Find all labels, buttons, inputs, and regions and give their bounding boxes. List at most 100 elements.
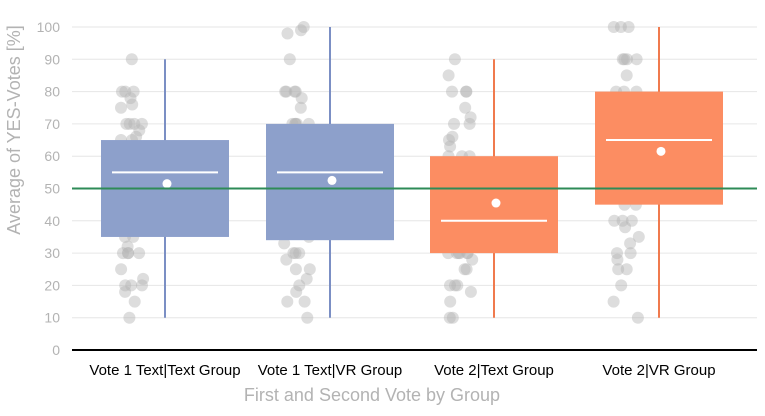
data-point-2-42 xyxy=(287,247,300,260)
data-point-2-9 xyxy=(295,92,308,105)
data-point-2-10 xyxy=(294,101,307,114)
data-point-3-10 xyxy=(446,130,459,143)
data-point-2-4 xyxy=(283,53,296,66)
data-point-4-6 xyxy=(621,53,633,66)
x-axis-title: First and Second Vote by Group xyxy=(244,385,500,405)
data-point-1-48 xyxy=(119,285,132,298)
data-point-3-4 xyxy=(460,85,473,98)
data-point-3-7 xyxy=(464,111,477,124)
data-point-1-9 xyxy=(128,117,141,130)
data-point-4-2 xyxy=(607,21,620,33)
data-point-1-43 xyxy=(115,263,128,276)
data-point-2-43 xyxy=(293,247,306,260)
data-point-3-41 xyxy=(466,253,479,266)
data-point-1-41 xyxy=(122,247,135,260)
data-point-2-41 xyxy=(278,237,291,250)
y-tick-label-0: 0 xyxy=(52,342,60,358)
data-point-4-46 xyxy=(624,247,637,260)
data-point-4-3 xyxy=(622,21,635,33)
data-point-1-50 xyxy=(123,311,136,324)
data-point-2-46 xyxy=(303,263,316,276)
y-tick-label-90: 90 xyxy=(44,51,60,67)
data-point-1-45 xyxy=(119,279,132,292)
data-point-4-48 xyxy=(612,263,625,276)
data-point-4-49 xyxy=(620,263,633,276)
data-point-4-8 xyxy=(620,69,633,82)
data-point-3-45 xyxy=(451,279,464,292)
mean-dot-3 xyxy=(491,198,501,208)
data-point-2-7 xyxy=(279,85,292,98)
data-point-3-47 xyxy=(464,285,477,298)
data-point-3-44 xyxy=(449,279,461,292)
data-point-4-42 xyxy=(619,221,632,234)
data-point-1-39 xyxy=(117,247,129,260)
data-point-4-44 xyxy=(624,237,637,250)
data-point-3-3 xyxy=(446,85,458,98)
data-point-2-2 xyxy=(295,24,307,37)
mean-dot-1 xyxy=(162,179,172,189)
data-point-4-50 xyxy=(615,279,628,292)
data-point-1-2 xyxy=(127,85,140,98)
data-point-4-40 xyxy=(608,214,621,227)
data-point-2-51 xyxy=(281,295,294,308)
data-point-3-8 xyxy=(448,117,460,130)
data-point-2-53 xyxy=(301,311,314,324)
data-point-1-11 xyxy=(120,117,133,130)
data-point-2-6 xyxy=(280,85,293,98)
data-point-1-5 xyxy=(124,92,137,105)
data-point-1-6 xyxy=(126,98,139,111)
data-point-4-4 xyxy=(618,53,631,66)
data-point-4-45 xyxy=(611,247,623,260)
category-label-2: Vote 1 Text|VR Group xyxy=(258,362,403,379)
data-point-3-2 xyxy=(442,69,455,82)
category-label-4: Vote 2|VR Group xyxy=(602,362,715,379)
data-point-4-5 xyxy=(616,53,629,66)
data-point-2-49 xyxy=(293,279,306,292)
data-point-1-8 xyxy=(135,117,148,130)
data-point-1-46 xyxy=(136,279,148,292)
data-point-1-7 xyxy=(115,101,127,114)
data-point-2-44 xyxy=(289,247,302,260)
data-point-3-6 xyxy=(459,101,472,114)
data-point-4-51 xyxy=(607,295,620,308)
data-point-2-8 xyxy=(288,85,301,98)
data-point-3-9 xyxy=(463,117,476,130)
y-axis-title: Average of YES-Votes [%] xyxy=(4,25,24,234)
data-point-4-52 xyxy=(631,311,644,324)
y-tick-label-40: 40 xyxy=(44,213,60,229)
data-point-2-45 xyxy=(280,253,293,266)
y-tick-label-100: 100 xyxy=(37,19,61,35)
data-point-1-4 xyxy=(119,85,132,98)
data-point-2-3 xyxy=(281,27,294,40)
y-tick-labels: 0 10 20 30 40 50 60 70 80 90 100 xyxy=(37,19,61,358)
data-point-3-50 xyxy=(446,311,459,324)
y-tick-label-50: 50 xyxy=(44,181,60,197)
category-label-3: Vote 2|Text Group xyxy=(434,362,554,379)
data-point-3-11 xyxy=(443,134,455,146)
y-tick-label-80: 80 xyxy=(44,84,60,100)
data-point-3-49 xyxy=(443,311,456,324)
y-tick-label-30: 30 xyxy=(44,245,60,261)
data-point-2-47 xyxy=(289,263,302,276)
data-point-1-38 xyxy=(121,240,134,253)
data-point-1-12 xyxy=(133,124,146,137)
data-point-1-44 xyxy=(137,272,150,285)
data-point-2-48 xyxy=(300,272,313,285)
data-point-1-3 xyxy=(116,85,128,98)
data-point-1-49 xyxy=(128,295,141,308)
data-point-3-42 xyxy=(460,263,473,276)
data-point-4-7 xyxy=(630,53,643,66)
data-point-3-12 xyxy=(444,140,457,153)
data-point-2-5 xyxy=(289,85,302,98)
data-point-3-48 xyxy=(444,295,457,308)
data-point-4-47 xyxy=(611,253,624,266)
data-point-3-43 xyxy=(458,263,471,276)
data-point-1-40 xyxy=(133,247,146,260)
data-point-3-1 xyxy=(448,53,461,66)
data-point-1-10 xyxy=(123,117,136,130)
y-tick-label-10: 10 xyxy=(44,310,60,326)
mean-dot-4 xyxy=(656,146,666,156)
data-point-4-39 xyxy=(625,214,638,227)
